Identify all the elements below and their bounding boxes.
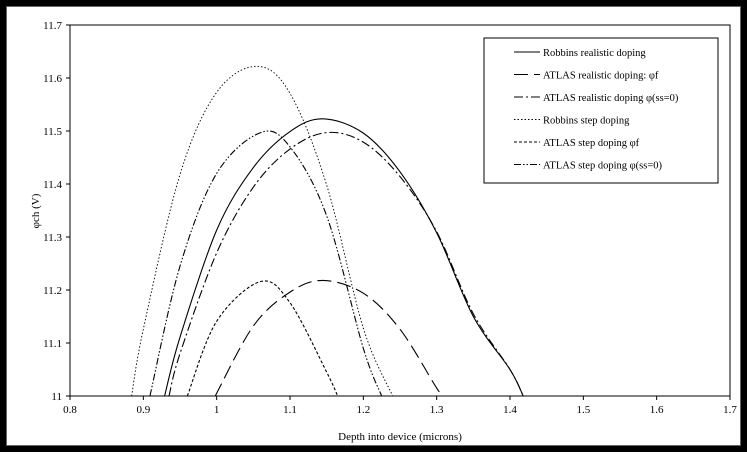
x-tick-label: 1.5 xyxy=(576,404,590,416)
series-line-3 xyxy=(168,131,524,397)
y-axis-label: φch (V) xyxy=(30,193,42,228)
y-tick-label: 11.4 xyxy=(43,179,62,191)
legend-box xyxy=(483,37,719,184)
y-tick-label: 11.7 xyxy=(43,20,62,32)
legend: Robbins realistic doping ATLAS realistic … xyxy=(483,37,719,184)
y-tick-label: 11.2 xyxy=(43,285,62,297)
legend-label: ATLAS step doping φf xyxy=(543,138,640,149)
y-tick-label: 11.3 xyxy=(43,232,62,244)
x-tick-label: 1.6 xyxy=(650,404,664,416)
legend-label: ATLAS step doping φ(ss=0) xyxy=(543,161,663,172)
series-line-6 xyxy=(149,130,383,397)
series-line-5 xyxy=(186,280,339,397)
y-tick-label: 11 xyxy=(51,391,62,403)
series-line-2 xyxy=(214,279,444,397)
x-axis-label: Depth into device (microns) xyxy=(338,431,462,443)
x-tick-label: 0.8 xyxy=(63,404,77,416)
x-tick-label: 1 xyxy=(214,404,220,416)
x-tick-label: 1.4 xyxy=(503,404,517,416)
line-chart: 0.8 0.9 1 1.1 1.2 1.3 1.4 1.5 1.6 1.71111.111.211… xyxy=(30,20,737,443)
legend-label: ATLAS realistic doping: φf xyxy=(543,71,659,82)
series-line-4 xyxy=(131,65,394,397)
legend-label: ATLAS realistic doping φ(ss=0) xyxy=(543,93,679,104)
y-tick-label: 11.1 xyxy=(43,338,62,350)
x-tick-label: 1.1 xyxy=(283,404,297,416)
legend-label: Robbins realistic doping xyxy=(543,48,646,59)
series-line-1 xyxy=(164,118,524,397)
series-layer xyxy=(131,65,524,397)
legend-label: Robbins step doping xyxy=(543,116,630,127)
x-tick-label: 1.7 xyxy=(723,404,737,416)
x-tick-label: 1.3 xyxy=(430,404,444,416)
axis-layer: 0.8 0.9 1 1.1 1.2 1.3 1.4 1.5 1.6 1.71111.111.211… xyxy=(43,20,737,416)
y-tick-label: 11.5 xyxy=(43,126,62,138)
x-tick-label: 1.2 xyxy=(356,404,370,416)
x-tick-label: 0.9 xyxy=(136,404,150,416)
y-tick-label: 11.6 xyxy=(43,73,62,85)
